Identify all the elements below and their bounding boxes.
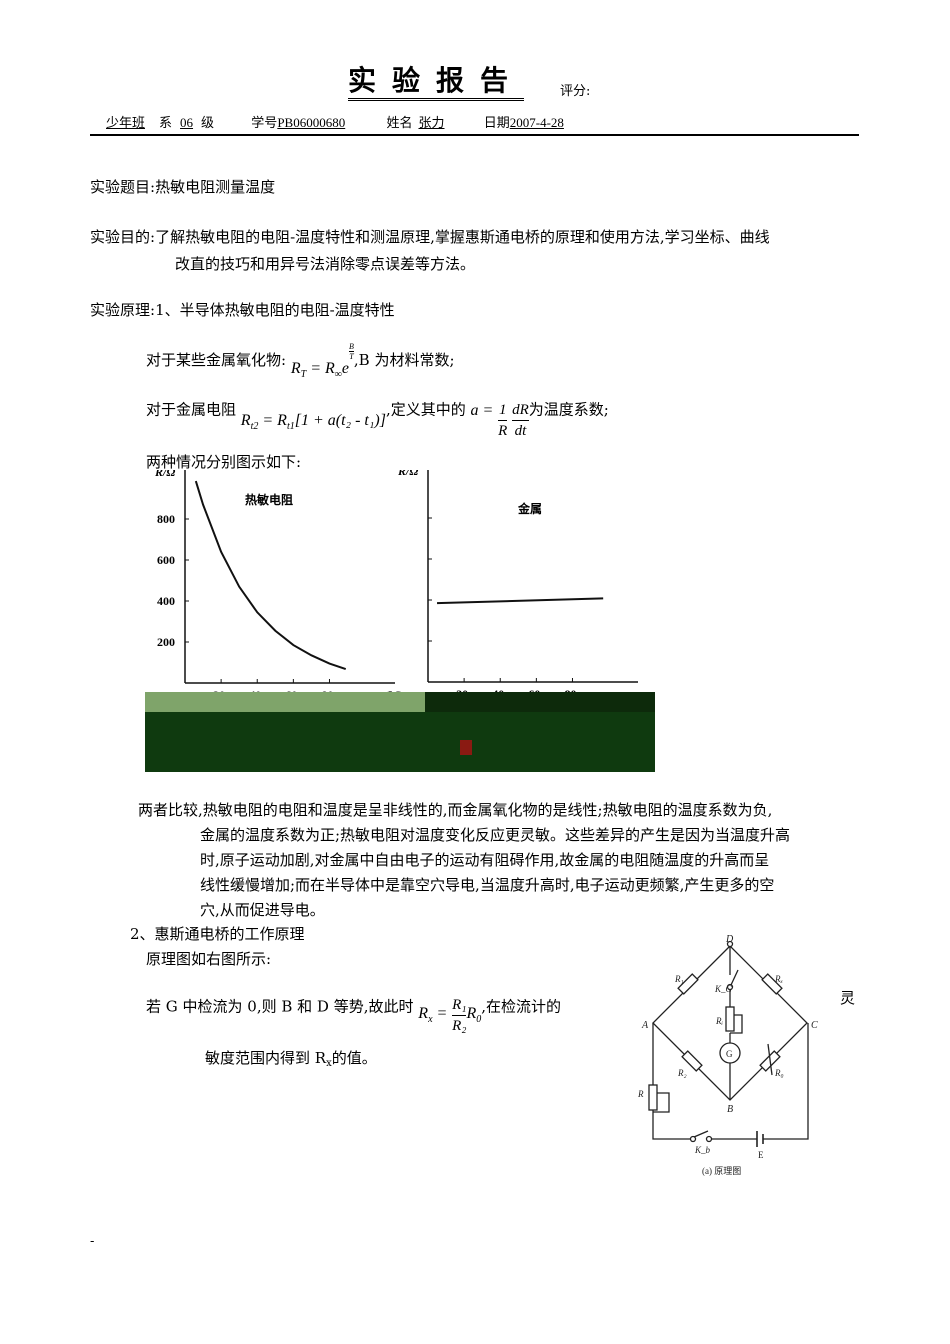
y-axis-label: R/Ω: [154, 470, 175, 479]
comparison-line: 线性缓慢增加;而在半导体中是靠空穴导电,当温度升高时,电子运动更频繁,产生更多的…: [200, 876, 775, 894]
principle-label: 实验原理:: [90, 301, 156, 319]
principle: 实验原理:1、半导体热敏电阻的电阻-温度特性: [90, 299, 395, 320]
metal-tail: 为温度系数;: [528, 400, 609, 419]
comparison-line: 两者比较,热敏电阻的电阻和温度是呈非线性的,而金属氧化物的是线性;热敏电阻的温度…: [138, 801, 773, 819]
purpose-line-1: 了解热敏电阻的电阻-温度特性和测温原理,掌握惠斯通电桥的原理和使用方法,学习坐标…: [155, 228, 770, 246]
y-tick-label: 400: [157, 594, 175, 608]
metal-line: 对于金属电阻 Rt2 = Rt1[1 + a(t₂ - t₁)],定义其中的 a…: [146, 400, 609, 440]
bridge-text-3: 灵: [840, 989, 856, 1007]
wheatstone-bridge-diagram: D A C B R₁ Rₓ K_G Rᵢ G R₂ R₀ R K_b E (a) 原理图: [637, 934, 818, 1176]
y-tick-label: 200: [157, 635, 175, 649]
formula-alpha: a =: [470, 401, 494, 419]
y-tick-label: 800: [157, 512, 175, 526]
svg-text:Rᵢ: Rᵢ: [715, 1016, 723, 1026]
grade-label: 级: [201, 115, 215, 130]
id-label: 学号: [251, 115, 278, 130]
garbled-overlay: [145, 692, 655, 772]
bridge-text-2: ,在检流计的: [481, 997, 562, 1016]
svg-text:R₁: R₁: [674, 974, 684, 984]
section-2-heading: 2、惠斯通电桥的工作原理: [130, 925, 305, 943]
formula-metal: Rt2 = Rt1[1 + a(t₂ - t₁)]: [240, 411, 386, 432]
chart-title: 金属: [517, 501, 542, 516]
bridge-intro: 原理图如右图所示:: [146, 950, 272, 968]
grade: 06: [180, 115, 194, 130]
node-d: D: [725, 934, 734, 945]
svg-text:R₂: R₂: [677, 1068, 687, 1078]
svg-text:R: R: [637, 1089, 644, 1099]
metal-text: 对于金属电阻: [146, 400, 237, 419]
formula-rx: Rx =: [418, 1004, 448, 1025]
node-a: A: [641, 1020, 649, 1031]
purpose: 实验目的:了解热敏电阻的电阻-温度特性和测温原理,掌握惠斯通电桥的原理和使用方法…: [90, 226, 770, 247]
bridge-line: 若 G 中检流为 0,则 B 和 D 等势,故此时 Rx = R₁ R₂ R0,在检…: [146, 997, 562, 1034]
footer-mark: -: [90, 1234, 95, 1249]
chart-metal: R/Ω金属20406080: [397, 470, 638, 701]
svg-text:K_G: K_G: [714, 984, 733, 994]
chart-title: 热敏电阻: [245, 492, 293, 507]
circuit-caption: (a) 原理图: [702, 1166, 741, 1176]
axis: [427, 470, 638, 683]
name-label: 姓名: [386, 115, 413, 130]
section-1-heading: 1、半导体热敏电阻的电阻-温度特性: [155, 301, 395, 319]
series-line: [194, 480, 347, 671]
svg-text:G: G: [726, 1049, 733, 1059]
score-label: 评分:: [560, 84, 591, 99]
student-info: 少年班系 06 级 学号PB06000680 姓名 张力 日期2007-4-28: [90, 112, 604, 131]
header-rule: [90, 134, 859, 136]
topic-label: 实验题目:: [90, 178, 156, 196]
oxide-tail: ,B 为材料常数;: [353, 351, 455, 369]
class: 少年班: [106, 115, 146, 130]
node-b: B: [727, 1104, 733, 1115]
page-title: 实验报告: [348, 64, 525, 101]
formula-oxide: RT = R∞e B T: [290, 342, 354, 380]
chart-thermistor: R/Ω热敏电阻20406080800600400200t/°C: [154, 470, 401, 702]
y-axis-label: R/Ω: [397, 470, 418, 478]
dept-label: 系: [159, 115, 173, 130]
oxide-line: 对于某些金属氧化物: RT = R∞e B T ,B 为材料常数;: [146, 334, 455, 380]
svg-text:E: E: [758, 1150, 764, 1160]
comparison-line: 金属的温度系数为正;热敏电阻对温度变化反应更灵敏。这些差异的产生是因为当温度升高: [200, 826, 791, 844]
node-c: C: [811, 1020, 818, 1031]
date: 2007-4-28: [509, 115, 564, 130]
series-line: [437, 597, 604, 605]
oxide-text: 对于某些金属氧化物:: [146, 351, 287, 369]
purpose-line-2: 改直的技巧和用异号法消除零点误差等方法。: [175, 255, 476, 273]
comparison-line: 时,原子运动加剧,对金属中自由电子的运动有阻碍作用,故金属的电阻随温度的升高而呈: [200, 851, 770, 869]
figure-charts: R/Ω热敏电阻20406080800600400200t/°C R/Ω金属204…: [145, 470, 655, 772]
topic-value: 热敏电阻测量温度: [155, 178, 276, 196]
date-label: 日期: [483, 115, 510, 130]
svg-text:R₀: R₀: [774, 1068, 784, 1078]
metal-mid: ,定义其中的: [385, 400, 466, 419]
y-tick-label: 600: [157, 553, 175, 567]
student-id: PB06000680: [277, 115, 346, 130]
comparison-line: 穴,从而促进导电。: [200, 901, 325, 919]
svg-text:Rₓ: Rₓ: [774, 974, 783, 984]
axis: [184, 470, 395, 684]
bridge-line-2: 敏度范围内得到 Rx的值。: [205, 1049, 377, 1069]
figs-intro: 两种情况分别图示如下:: [146, 453, 302, 471]
student-name: 张力: [418, 115, 445, 130]
topic: 实验题目:热敏电阻测量温度: [90, 176, 275, 197]
svg-text:K_b: K_b: [694, 1145, 711, 1155]
bridge-text-1: 若 G 中检流为 0,则 B 和 D 等势,故此时: [146, 997, 414, 1016]
purpose-label: 实验目的:: [90, 228, 156, 246]
